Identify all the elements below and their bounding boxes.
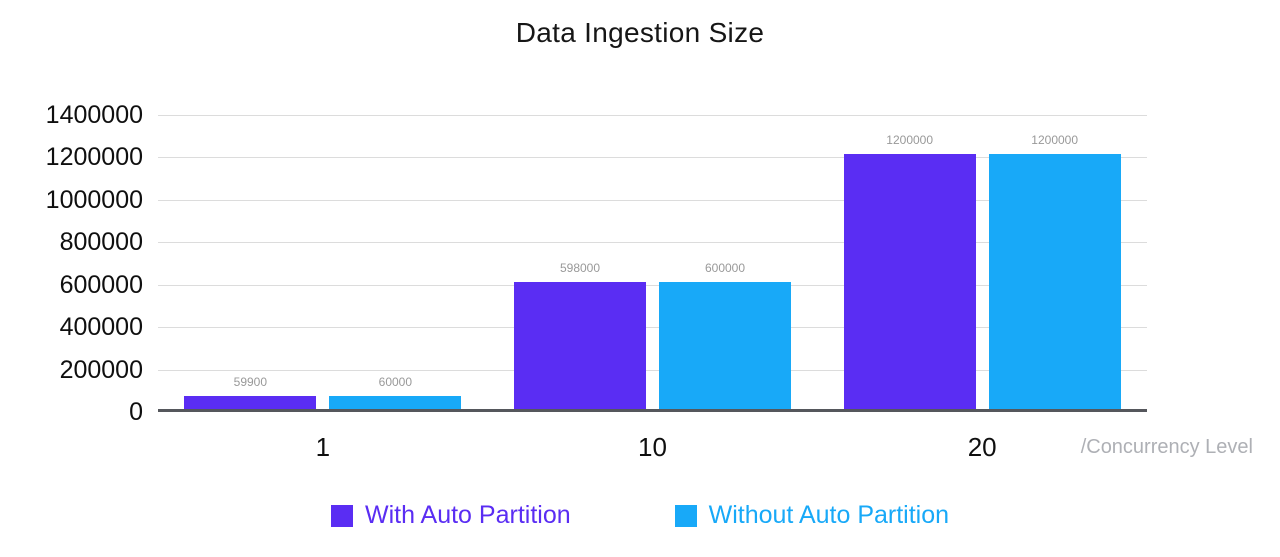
legend: With Auto Partition Without Auto Partitio… — [0, 501, 1280, 530]
gridline — [158, 242, 1147, 244]
gridline — [158, 115, 1147, 116]
bar-value-label: 59900 — [233, 375, 268, 390]
plot-area: 59900 60000 598000 600000 1200000 1200000 — [158, 115, 1147, 412]
y-tick-label: 600000 — [59, 270, 143, 299]
legend-item-without-auto-partition[interactable]: Without Auto Partition — [674, 501, 950, 530]
bar-value-label: 598000 — [559, 261, 601, 276]
legend-item-with-auto-partition[interactable]: With Auto Partition — [330, 501, 571, 530]
bar-with-auto-partition-10[interactable] — [514, 282, 646, 409]
y-tick-label: 200000 — [59, 355, 143, 384]
x-tick-label: 1 — [315, 432, 331, 462]
bar-without-auto-partition-1[interactable] — [329, 396, 462, 409]
bar-value-label: 1200000 — [886, 133, 934, 148]
x-axis-unit-label: /Concurrency Level — [1080, 436, 1253, 458]
y-tick-label: 0 — [129, 398, 143, 426]
legend-label: Without Auto Partition — [708, 501, 950, 529]
y-tick-label: 800000 — [59, 228, 143, 257]
x-tick-label: 10 — [638, 432, 667, 462]
y-tick-label: 1400000 — [45, 101, 143, 129]
legend-swatch-without-auto-partition — [674, 504, 697, 527]
bar-with-auto-partition-1[interactable] — [184, 396, 317, 409]
gridline — [158, 369, 1147, 371]
y-tick-label: 400000 — [59, 313, 143, 342]
y-tick-label: 1000000 — [45, 185, 143, 214]
x-tick-label: 20 — [967, 432, 997, 462]
gridline — [158, 157, 1147, 159]
bar-without-auto-partition-10[interactable] — [659, 281, 791, 409]
y-tick-label: 1200000 — [45, 143, 143, 172]
legend-label: With Auto Partition — [364, 501, 571, 529]
bar-value-label: 1200000 — [1031, 133, 1079, 148]
gridline — [158, 199, 1147, 201]
gridline — [158, 284, 1147, 286]
chart-title: Data Ingestion Size — [515, 17, 765, 48]
bar-value-label: 60000 — [378, 375, 413, 390]
bar-without-auto-partition-20[interactable] — [988, 154, 1121, 409]
bar-value-label: 600000 — [704, 260, 746, 275]
legend-swatch-with-auto-partition — [330, 504, 353, 527]
gridline — [158, 327, 1147, 329]
bar-with-auto-partition-20[interactable] — [843, 154, 976, 409]
